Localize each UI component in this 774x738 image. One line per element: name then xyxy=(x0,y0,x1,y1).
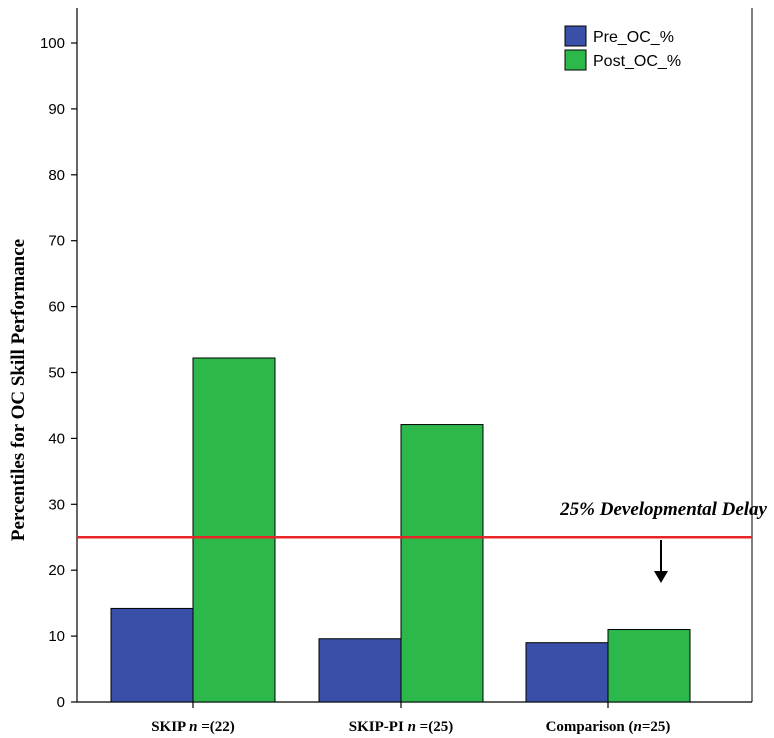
y-tick-label: 90 xyxy=(48,101,65,118)
bar-pre-1 xyxy=(318,638,402,703)
y-tick-label: 70 xyxy=(48,233,65,250)
y-tick-label: 30 xyxy=(48,496,65,513)
x-category-label: Comparison (n=25) xyxy=(546,719,671,735)
y-axis-label: Percentiles for OC Skill Performance xyxy=(8,239,29,541)
reference-line-label: 25% Developmental Delay xyxy=(559,499,767,520)
x-category-label: SKIP-PI n =(25) xyxy=(349,719,453,735)
bars xyxy=(110,357,691,703)
y-axis: 0 10 20 30 40 50 60 70 80 90 100 xyxy=(40,8,753,711)
y-tick-label: 40 xyxy=(48,430,65,447)
legend-swatch xyxy=(564,25,587,47)
arrow-down-icon xyxy=(654,571,668,583)
bar-pre-2 xyxy=(525,642,609,703)
bar-post-1 xyxy=(400,424,484,703)
y-tick-label: 0 xyxy=(57,694,65,711)
x-axis-categories: SKIP n =(22) SKIP-PI n =(25) Comparison (n… xyxy=(151,702,670,735)
y-tick-label: 50 xyxy=(48,365,65,382)
y-tick-label: 60 xyxy=(48,299,65,316)
legend-swatch xyxy=(564,49,587,71)
reference-line-group: 25% Developmental Delay xyxy=(77,499,768,583)
legend-label: Post_OC_% xyxy=(593,53,681,70)
x-category-label: SKIP n =(22) xyxy=(151,719,235,735)
y-tick-label: 80 xyxy=(48,167,65,184)
bar-post-0 xyxy=(192,357,276,703)
y-tick-label: 10 xyxy=(48,628,65,645)
legend: Pre_OC_% Post_OC_% xyxy=(564,25,681,71)
bar-pre-0 xyxy=(110,607,194,703)
y-tick-label: 20 xyxy=(48,562,65,579)
bar-post-2 xyxy=(607,629,691,703)
y-tick-label: 100 xyxy=(40,35,65,52)
legend-label: Pre_OC_% xyxy=(593,29,674,46)
